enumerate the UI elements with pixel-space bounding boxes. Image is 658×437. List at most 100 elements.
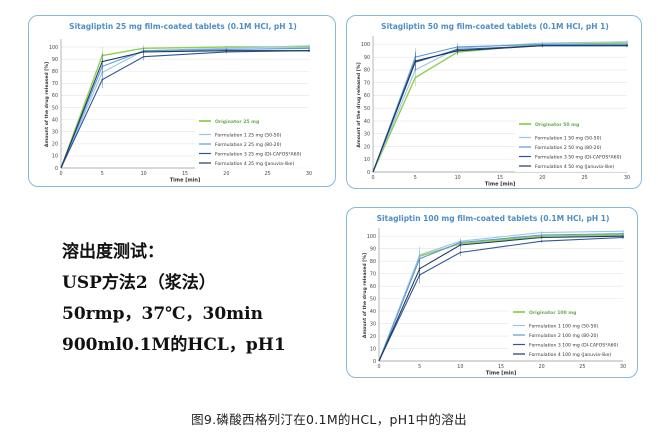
chart-title: Sitagliptin 25 mg film-coated tablets (0… bbox=[69, 22, 297, 31]
legend-entry: Formulation 4 100 mg (Januvia-like) bbox=[529, 352, 611, 358]
y-tick-label: 30 bbox=[370, 321, 376, 327]
y-tick-label: 20 bbox=[52, 142, 58, 148]
legend-entry: Formulation 4 50 mg (Januvia-like) bbox=[535, 164, 615, 170]
data-point bbox=[414, 60, 417, 62]
y-tick-label: 70 bbox=[364, 80, 370, 86]
data-point bbox=[418, 267, 421, 270]
data-point bbox=[459, 244, 462, 246]
x-axis-label: Time [min] bbox=[486, 371, 517, 377]
x-tick-label: 0 bbox=[377, 364, 380, 370]
legend-entry: Formulation 4 25 mg (Januvia-like) bbox=[215, 161, 295, 167]
y-axis-label: Amount of the drug released [%] bbox=[44, 62, 50, 147]
data-point bbox=[622, 230, 624, 233]
y-tick-label: 0 bbox=[373, 359, 376, 365]
x-tick-label: 0 bbox=[59, 171, 62, 177]
x-tick-label: 25 bbox=[582, 175, 588, 181]
data-point bbox=[622, 232, 624, 235]
y-tick-label: 0 bbox=[367, 170, 370, 176]
chart-title: Sitagliptin 50 mg film-coated tablets (0… bbox=[381, 22, 609, 31]
x-tick-label: 10 bbox=[141, 171, 147, 177]
data-point bbox=[540, 236, 543, 239]
legend-entry: Originator 25 mg bbox=[215, 119, 259, 125]
data-point bbox=[308, 49, 310, 52]
y-tick-label: 90 bbox=[52, 57, 58, 63]
data-point bbox=[142, 55, 145, 58]
data-point bbox=[540, 234, 543, 236]
y-tick-label: 30 bbox=[364, 132, 370, 138]
dissolution-chart-50mg: Sitagliptin 50 mg film-coated tablets (0… bbox=[356, 22, 633, 188]
data-point bbox=[540, 231, 543, 234]
x-tick-label: 5 bbox=[418, 364, 421, 370]
data-point bbox=[459, 251, 462, 254]
chart-panel-50mg: Sitagliptin 50 mg film-coated tablets (0… bbox=[346, 15, 642, 189]
y-tick-label: 80 bbox=[52, 69, 58, 75]
chart-panel-100mg: Sitagliptin 100 mg film-coated tablets (… bbox=[346, 207, 638, 378]
legend-entry: Formulation 1 100 mg (50-50) bbox=[529, 323, 598, 329]
y-tick-label: 50 bbox=[52, 105, 58, 111]
y-tick-label: 80 bbox=[370, 259, 376, 265]
x-tick-label: 20 bbox=[539, 364, 545, 370]
y-tick-label: 60 bbox=[364, 93, 370, 99]
data-point bbox=[308, 47, 310, 50]
x-tick-label: 15 bbox=[497, 175, 503, 181]
chart-title: Sitagliptin 100 mg film-coated tablets (… bbox=[377, 214, 610, 223]
method-line-medium: 900ml0.1M的HCL，pH1 bbox=[62, 335, 286, 355]
y-tick-label: 100 bbox=[49, 45, 58, 51]
y-tick-label: 30 bbox=[52, 130, 58, 136]
y-tick-label: 60 bbox=[52, 93, 58, 99]
x-tick-label: 10 bbox=[455, 175, 461, 181]
legend-entry: Formulation 1 50 mg (50-50) bbox=[535, 135, 602, 141]
data-point bbox=[626, 40, 628, 43]
x-tick-label: 5 bbox=[101, 171, 104, 177]
data-point bbox=[622, 235, 624, 238]
figure-caption: 图9.磷酸西格列汀在0.1M的HCL，pH1中的溶出 bbox=[191, 412, 467, 427]
y-tick-label: 40 bbox=[364, 119, 370, 125]
y-tick-label: 70 bbox=[370, 271, 376, 277]
data-point bbox=[541, 44, 544, 47]
x-axis-label: Time [min] bbox=[170, 178, 201, 184]
x-tick-label: 25 bbox=[579, 364, 585, 370]
method-line-conditions: 50rmp，37℃，30min bbox=[62, 304, 263, 324]
method-line-apparatus: USP方法2（浆法） bbox=[62, 273, 216, 293]
y-tick-label: 10 bbox=[364, 157, 370, 163]
method-line-title: 溶出度测试： bbox=[62, 242, 164, 262]
data-point bbox=[626, 44, 628, 47]
legend-entry: Formulation 3 50 mg (DI-CAFOS*A60) bbox=[535, 154, 622, 160]
x-tick-label: 25 bbox=[265, 171, 271, 177]
test-method-text: 溶出度测试： USP方法2（浆法） 50rmp，37℃，30min 900ml0… bbox=[62, 237, 286, 361]
y-tick-label: 100 bbox=[367, 234, 376, 240]
x-axis-label: Time [min] bbox=[485, 182, 516, 188]
y-tick-label: 50 bbox=[370, 296, 376, 302]
x-tick-label: 30 bbox=[306, 171, 312, 177]
x-tick-label: 20 bbox=[539, 175, 545, 181]
y-tick-label: 90 bbox=[364, 55, 370, 61]
x-tick-label: 20 bbox=[223, 171, 229, 177]
legend-entry: Originator 50 mg bbox=[535, 122, 579, 128]
y-tick-label: 80 bbox=[364, 68, 370, 74]
legend-entry: Formulation 2 100 mg (80-20) bbox=[529, 333, 598, 339]
legend-box bbox=[509, 306, 627, 360]
y-axis-label: Amount of the drug released [%] bbox=[356, 62, 362, 147]
data-point bbox=[142, 50, 145, 53]
legend-entry: Formulation 2 25 mg (80-20) bbox=[215, 142, 282, 148]
data-point bbox=[418, 257, 421, 260]
x-tick-label: 5 bbox=[414, 175, 417, 181]
legend-entry: Formulation 2 50 mg (80-20) bbox=[535, 145, 602, 151]
y-axis-label: Amount of the drug released [%] bbox=[362, 253, 368, 338]
y-tick-label: 60 bbox=[370, 284, 376, 290]
data-point bbox=[540, 240, 543, 243]
data-point bbox=[456, 49, 459, 52]
legend-box bbox=[195, 115, 313, 169]
dissolution-chart-25mg: Sitagliptin 25 mg film-coated tablets (0… bbox=[44, 22, 313, 184]
x-tick-label: 0 bbox=[371, 175, 374, 181]
legend-entry: Originator 100 mg bbox=[529, 310, 576, 316]
chart-panel-25mg: Sitagliptin 25 mg film-coated tablets (0… bbox=[28, 15, 336, 187]
y-tick-label: 10 bbox=[370, 346, 376, 352]
y-tick-label: 90 bbox=[370, 247, 376, 253]
x-tick-label: 15 bbox=[498, 364, 504, 370]
legend-box bbox=[515, 118, 633, 172]
y-tick-label: 0 bbox=[55, 166, 58, 172]
x-tick-label: 10 bbox=[457, 364, 463, 370]
x-tick-label: 15 bbox=[182, 171, 188, 177]
y-tick-label: 100 bbox=[361, 42, 370, 48]
